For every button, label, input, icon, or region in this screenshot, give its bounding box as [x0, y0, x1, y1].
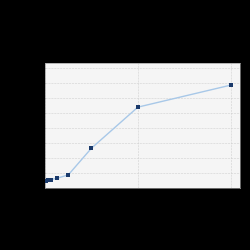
Point [229, 83, 233, 87]
Point [66, 173, 70, 177]
Point [90, 146, 94, 150]
Point [54, 176, 58, 180]
Point [46, 178, 50, 182]
X-axis label: Rat Endomucin
Concentration (ng/ml): Rat Endomucin Concentration (ng/ml) [108, 200, 177, 210]
Point [49, 178, 53, 182]
Point [44, 179, 48, 183]
Y-axis label: OD: OD [23, 120, 28, 130]
Point [136, 105, 140, 109]
